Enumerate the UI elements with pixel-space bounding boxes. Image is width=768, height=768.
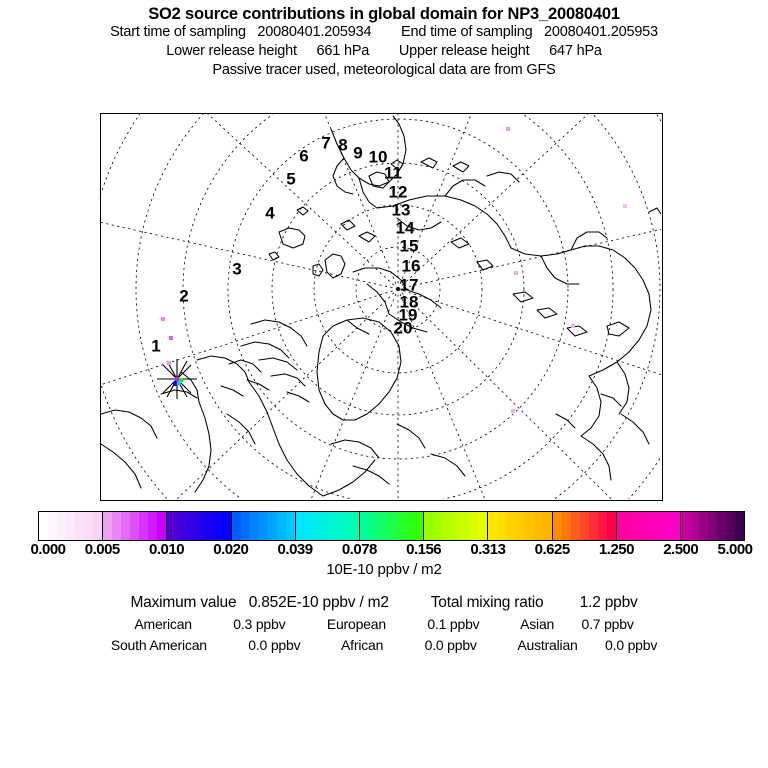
colorbar-unit-label: 10E-10 ppbv / m2: [326, 561, 442, 578]
region-label-american: American: [134, 616, 192, 632]
colorbar-tick-5: 0.078: [341, 541, 378, 558]
plume-pixel: [177, 381, 181, 385]
colorbar-tick-8: 0.625: [534, 541, 571, 558]
figure-title: SO2 source contributions in global domai…: [148, 5, 620, 23]
colorbar-segment-5: [359, 512, 425, 540]
region-value-australian: 0.0 ppbv: [605, 637, 658, 653]
colorbar-tick-0: 0.000: [30, 541, 66, 558]
colorbar-wrapper: [38, 511, 745, 541]
map-panel: 1 2 3 4 5 6 7 8 9 10 11 12 13 14 15 16 17 18 19 20: [100, 113, 663, 501]
trajectory-label-18: 18: [399, 292, 419, 312]
colorbar-segment-8: [552, 512, 617, 540]
statistics-block: Maximum value 0.852E-10 ppbv / m2 Total …: [0, 592, 768, 656]
colorbar-tick-2: 0.010: [149, 541, 185, 558]
trajectory-label-11: 11: [384, 163, 402, 183]
region-row-1: American 0.3 ppbv European 0.1 ppbv Asia…: [0, 614, 768, 635]
plume-pixel: [161, 317, 165, 321]
plume-pixel: [173, 382, 177, 386]
maximum-value: 0.852E-10 ppbv / m2: [248, 594, 389, 611]
maximum-value-label: Maximum value: [130, 594, 237, 611]
trajectory-label-12: 12: [388, 182, 408, 202]
end-time-value: 20080401.205953: [543, 24, 658, 40]
region-label-european: European: [326, 616, 386, 632]
colorbar-tick-11: 5.000: [717, 541, 753, 558]
plume-pixel: [623, 204, 627, 208]
colorbar-segment-3: [231, 512, 296, 540]
tracer-note: Passive tracer used, meteorological data…: [212, 62, 556, 78]
plume-pixel: [506, 127, 510, 131]
region-label-south-american: South American: [110, 637, 207, 653]
sampling-time-row: Start time of sampling 20080401.205934 E…: [0, 23, 768, 42]
colorbar-tick-9: 1.250: [598, 541, 635, 558]
trajectory-label-7: 7: [321, 133, 331, 153]
colorbar: [38, 511, 745, 541]
lower-release-value: 661 hPa: [316, 43, 370, 59]
region-label-australian: Australian: [517, 637, 578, 653]
trajectory-label-2: 2: [179, 286, 189, 306]
region-value-south-american: 0.0 ppbv: [248, 637, 301, 653]
trajectory-label-6: 6: [299, 146, 309, 166]
plume-pixel: [167, 361, 171, 365]
trajectory-label-19: 19: [398, 305, 418, 325]
colorbar-segment-10: [680, 512, 745, 540]
colorbar-tick-10: 2.500: [663, 541, 699, 558]
start-time-label: Start time of sampling: [110, 24, 246, 40]
trajectory-label-8: 8: [338, 135, 348, 155]
colorbar-tick-4: 0.039: [277, 541, 314, 558]
trajectory-label-10: 10: [368, 147, 388, 167]
colorbar-segment-6: [424, 512, 489, 540]
region-row-2: South American 0.0 ppbv African 0.0 ppbv…: [0, 635, 768, 656]
plume-pixel: [571, 324, 575, 328]
plume-pixel: [511, 409, 515, 413]
region-value-european: 0.1 ppbv: [427, 616, 480, 632]
coastlines: [101, 115, 661, 497]
figure-header: SO2 source contributions in global domai…: [0, 0, 768, 80]
colorbar-segment-1: [103, 512, 168, 540]
plume-pixel: [175, 377, 179, 381]
trajectory-label-20: 20: [393, 318, 413, 338]
map-overlay-layer: 1 2 3 4 5 6 7 8 9 10 11 12 13 14 15 16 17 18 19 20: [101, 114, 662, 500]
trajectory-label-16: 16: [401, 256, 421, 276]
polar-stereographic-map: [101, 114, 661, 499]
trajectory-label-5: 5: [286, 169, 296, 189]
trajectory-label-15: 15: [399, 236, 419, 256]
trajectory-label-4: 4: [265, 203, 275, 223]
end-time-label: End time of sampling: [401, 24, 533, 40]
lower-release-label: Lower release height: [166, 43, 297, 59]
trajectory-label-14: 14: [395, 218, 415, 238]
total-mixing-ratio-value: 1.2 ppbv: [579, 594, 638, 611]
plume-pixel: [514, 271, 518, 275]
region-value-american: 0.3 ppbv: [233, 616, 286, 632]
colorbar-segment-4: [295, 512, 360, 540]
trajectory-label-3: 3: [232, 259, 242, 279]
region-value-african: 0.0 ppbv: [424, 637, 477, 653]
plume-pixel: [169, 336, 173, 340]
colorbar-segment-7: [488, 512, 553, 540]
colorbar-tick-7: 0.313: [470, 541, 506, 558]
upper-release-label: Upper release height: [398, 43, 530, 59]
colorbar-segment-2: [167, 512, 232, 540]
trajectory-label-9: 9: [353, 143, 363, 163]
max-and-total-row: Maximum value 0.852E-10 ppbv / m2 Total …: [0, 592, 768, 614]
trajectory-label-17: 17: [399, 275, 419, 295]
plume-pixel: [179, 378, 183, 382]
region-label-asian: Asian: [520, 616, 555, 632]
total-mixing-ratio-label: Total mixing ratio: [430, 594, 544, 611]
upper-release-value: 647 hPa: [549, 43, 602, 59]
colorbar-segment-9: [616, 512, 681, 540]
colorbar-segment-0: [39, 512, 104, 540]
release-height-row: Lower release height 661 hPa Upper relea…: [0, 42, 768, 61]
trajectory-label-1: 1: [151, 336, 161, 356]
trajectory-label-13: 13: [391, 200, 411, 220]
colorbar-tick-1: 0.005: [84, 541, 121, 558]
region-value-asian: 0.7 ppbv: [581, 616, 634, 632]
colorbar-tick-3: 0.020: [213, 541, 249, 558]
colorbar-tick-6: 0.156: [406, 541, 442, 558]
colorbar-tick-labels: 0.000 0.005 0.010 0.020 0.039 0.078 0.156 0.313…: [0, 541, 768, 559]
start-time-value: 20080401.205934: [257, 24, 372, 40]
latitude-circles: [101, 114, 661, 499]
region-label-african: African: [341, 637, 384, 653]
